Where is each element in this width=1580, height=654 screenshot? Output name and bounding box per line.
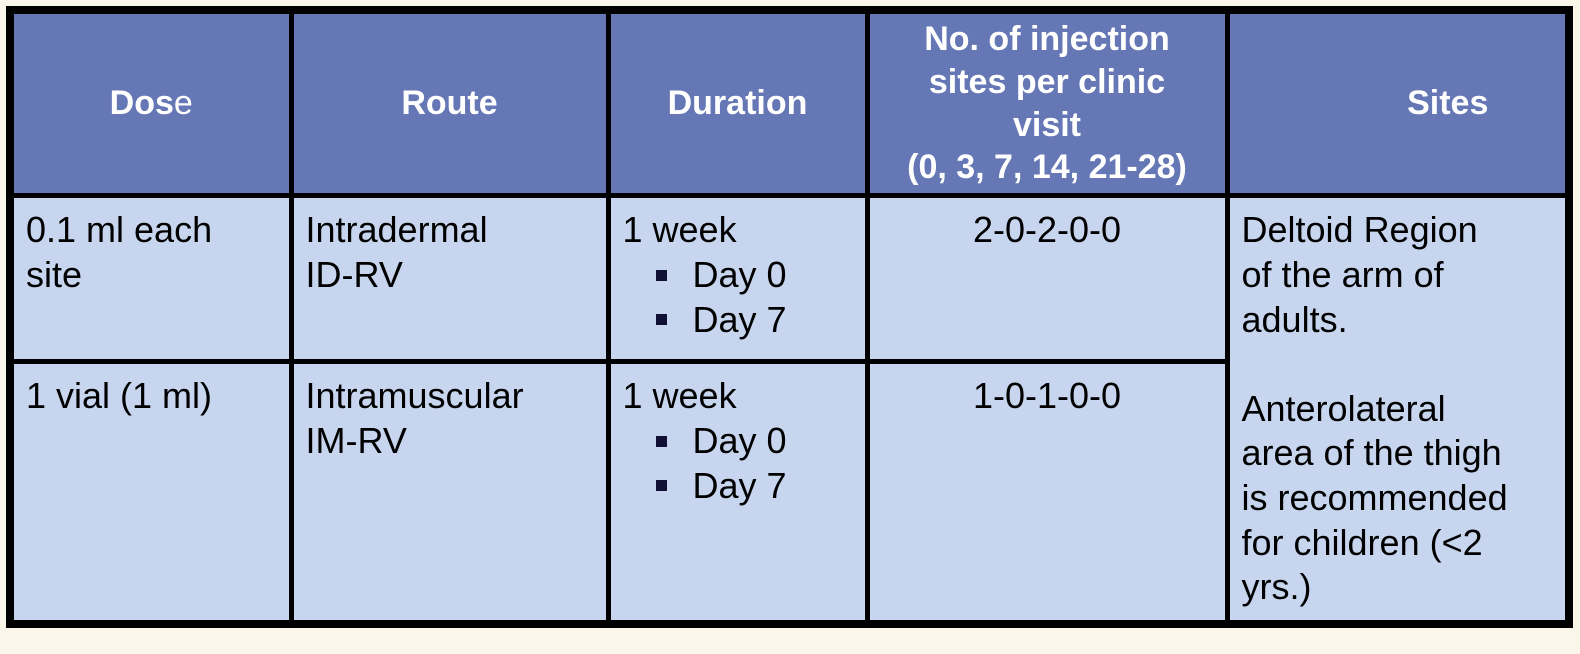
bullet-square-icon — [655, 314, 667, 326]
bullet-square-icon — [655, 435, 667, 447]
header-route: Route — [288, 7, 611, 199]
cell-route-2: Intramuscular IM-RV — [288, 359, 611, 627]
duration-day-label: Day 7 — [692, 464, 787, 506]
cell-duration-1: 1 week Day 0 Day 7 — [605, 193, 870, 365]
bullet-square-icon — [655, 269, 667, 281]
duration-day-label: Day 0 — [692, 253, 787, 295]
cell-injections-2: 1-0-1-0-0 — [864, 359, 1230, 627]
duration-bullet-item: Day 0 — [655, 419, 853, 464]
table-row-intradermal: 0.1 ml each site Intradermal ID-RV 1 wee… — [7, 193, 1572, 627]
cell-injections-1: 2-0-2-0-0 — [864, 193, 1230, 365]
duration-day-label: Day 0 — [692, 419, 787, 461]
duration-day-label: Day 7 — [692, 298, 787, 340]
bullet-square-icon — [655, 480, 667, 492]
duration-bullet-item: Day 0 — [655, 253, 853, 298]
duration-title: 1 week — [622, 209, 737, 251]
cell-duration-2: 1 week Day 0 Day 7 — [605, 359, 870, 627]
cell-sites-merged: Deltoid Region of the arm of adults. Ant… — [1224, 193, 1572, 627]
duration-title: 1 week — [622, 375, 737, 417]
header-dose: Dose — [7, 7, 294, 199]
header-dose-label-light: e — [173, 84, 193, 123]
header-sites: Sites — [1224, 7, 1572, 199]
header-dose-label-bold: Dos — [109, 84, 174, 123]
cell-route-1: Intradermal ID-RV — [288, 193, 611, 365]
slide-background: Dose Route Duration No. of injection sit… — [0, 6, 1580, 654]
header-injection-sites: No. of injection sites per clinic visit … — [864, 7, 1230, 199]
cell-dose-1: 0.1 ml each site — [7, 193, 294, 365]
header-row: Dose Route Duration No. of injection sit… — [7, 7, 1572, 199]
duration-bullet-item: Day 7 — [655, 464, 853, 509]
header-duration: Duration — [605, 7, 870, 199]
dose-schedule-table: Dose Route Duration No. of injection sit… — [6, 6, 1573, 628]
cell-dose-2: 1 vial (1 ml) — [7, 359, 294, 627]
table-row-intramuscular: 1 vial (1 ml) Intramuscular IM-RV 1 week… — [7, 359, 1569, 627]
duration-bullet-item: Day 7 — [655, 298, 853, 343]
